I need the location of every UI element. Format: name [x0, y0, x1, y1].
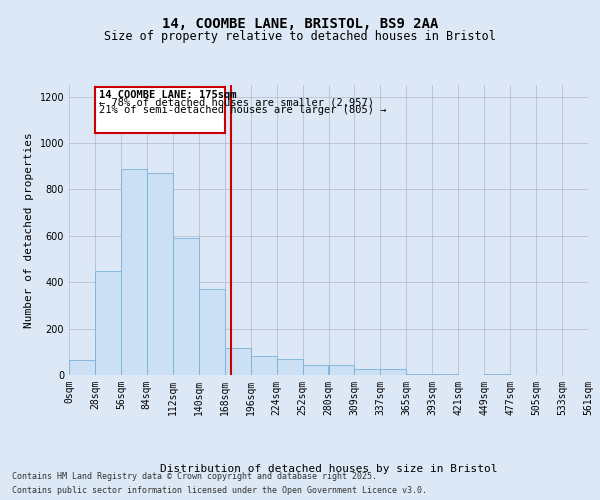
Bar: [277, 359, 302, 375]
Text: 21% of semi-detached houses are larger (805) →: 21% of semi-detached houses are larger (…: [98, 106, 386, 116]
Bar: [406, 374, 432, 375]
Bar: [69, 360, 95, 375]
Text: Size of property relative to detached houses in Bristol: Size of property relative to detached ho…: [104, 30, 496, 43]
Bar: [224, 348, 251, 375]
Y-axis label: Number of detached properties: Number of detached properties: [24, 132, 34, 328]
Text: 14 COOMBE LANE: 175sqm: 14 COOMBE LANE: 175sqm: [98, 90, 236, 100]
Bar: [199, 289, 224, 375]
Bar: [484, 374, 510, 375]
Bar: [329, 364, 355, 375]
Bar: [147, 173, 173, 375]
Bar: [380, 369, 406, 375]
Bar: [302, 364, 329, 375]
Text: Contains public sector information licensed under the Open Government Licence v3: Contains public sector information licen…: [12, 486, 427, 495]
Text: 14, COOMBE LANE, BRISTOL, BS9 2AA: 14, COOMBE LANE, BRISTOL, BS9 2AA: [162, 18, 438, 32]
Bar: [355, 369, 380, 375]
Bar: [95, 270, 121, 375]
Bar: [432, 374, 458, 375]
X-axis label: Distribution of detached houses by size in Bristol: Distribution of detached houses by size …: [160, 464, 497, 473]
Bar: [251, 356, 277, 375]
Bar: [121, 168, 147, 375]
Text: ← 78% of detached houses are smaller (2,957): ← 78% of detached houses are smaller (2,…: [98, 98, 374, 108]
Text: Contains HM Land Registry data © Crown copyright and database right 2025.: Contains HM Land Registry data © Crown c…: [12, 472, 377, 481]
FancyBboxPatch shape: [95, 88, 224, 134]
Bar: [173, 238, 199, 375]
